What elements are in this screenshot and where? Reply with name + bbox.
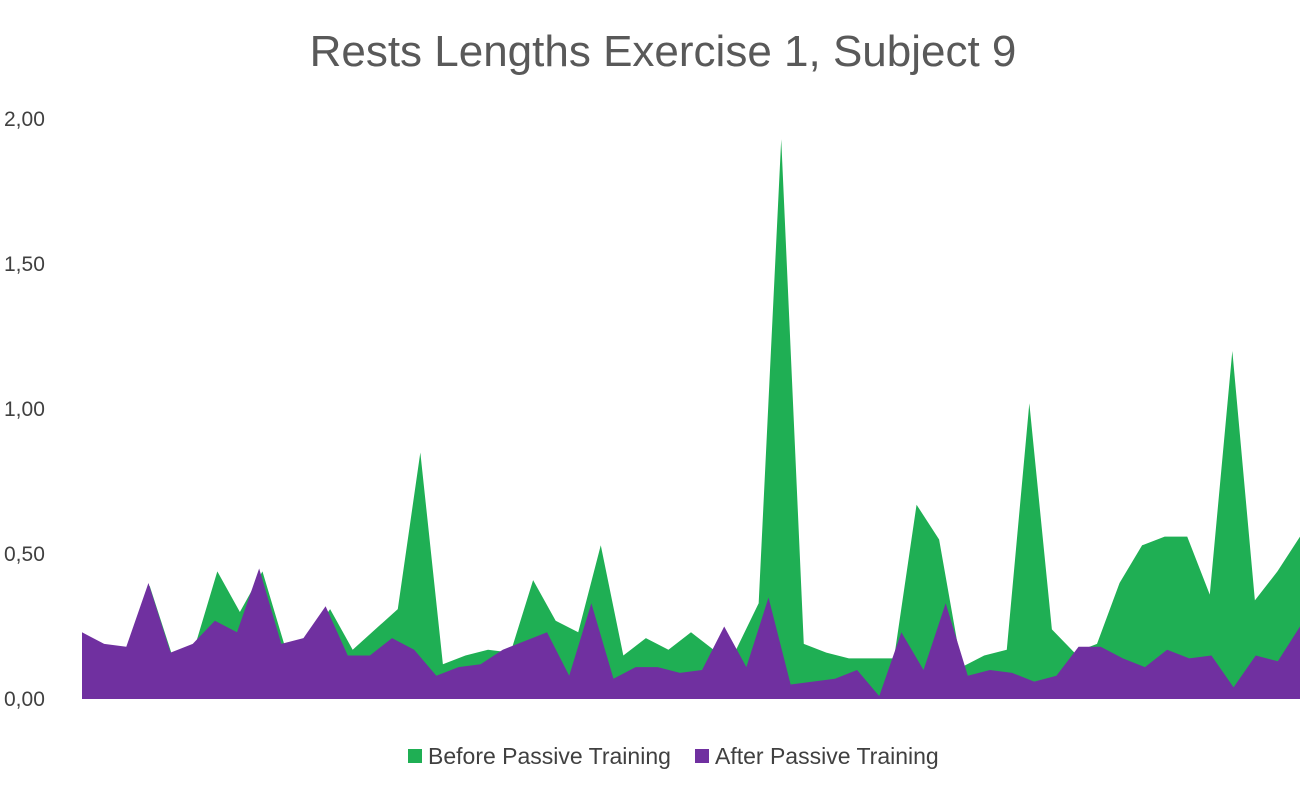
series-area-after	[82, 568, 1300, 699]
legend-swatch	[695, 749, 709, 763]
legend-label: After Passive Training	[715, 743, 939, 769]
y-tick-label: 0,00	[4, 688, 45, 711]
y-tick-label: 2,00	[4, 108, 45, 131]
y-tick-label: 1,00	[4, 398, 45, 421]
areas	[82, 139, 1300, 700]
legend: Before Passive Training After Passive Tra…	[408, 743, 939, 769]
y-tick-label: 0,50	[4, 543, 45, 566]
y-axis: 0,00 0,50 1,00 1,50 2,00	[4, 108, 45, 711]
chart-title: Rests Lengths Exercise 1, Subject 9	[310, 27, 1017, 76]
legend-label: Before Passive Training	[428, 743, 671, 769]
y-tick-label: 1,50	[4, 253, 45, 276]
legend-swatch	[408, 749, 422, 763]
